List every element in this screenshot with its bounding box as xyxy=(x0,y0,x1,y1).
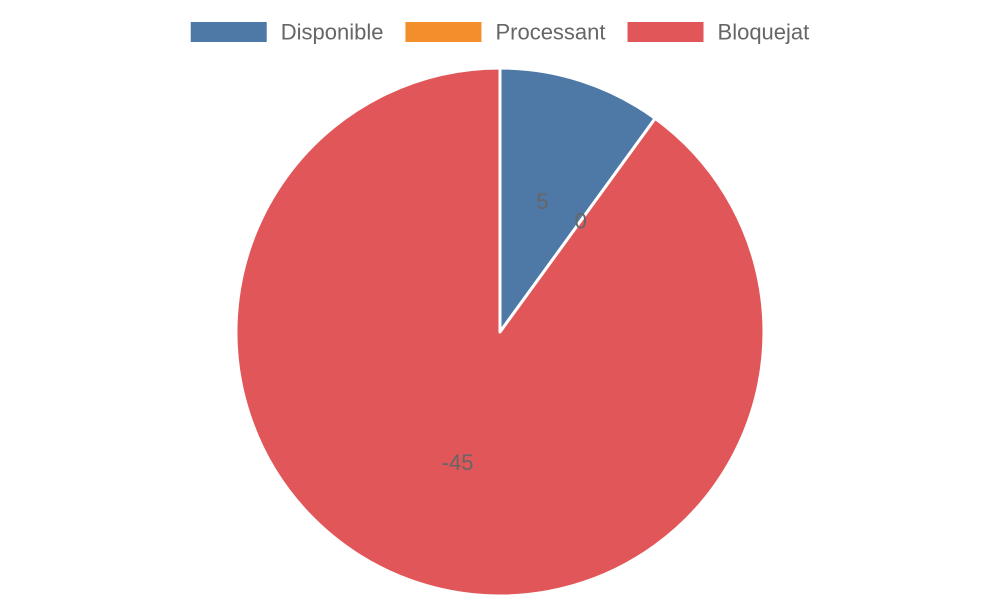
legend-label-bloquejat: Bloquejat xyxy=(718,20,810,45)
pie-slice-bloquejat[interactable] xyxy=(234,66,766,598)
legend-item-processant[interactable]: Processant xyxy=(405,20,606,45)
data-label-processant: 0 xyxy=(575,208,587,233)
chart-legend: Disponible Processant Bloquejat xyxy=(190,20,810,45)
legend-label-processant: Processant xyxy=(495,20,605,45)
legend-label-disponible: Disponible xyxy=(281,20,384,45)
legend-item-bloquejat[interactable]: Bloquejat xyxy=(627,20,810,45)
legend-swatch-processant xyxy=(405,22,482,42)
data-label-disponible: 5 xyxy=(536,189,548,214)
data-label-bloquejat: -45 xyxy=(442,450,474,475)
legend-swatch-bloquejat xyxy=(627,22,704,42)
legend-swatch-disponible xyxy=(190,22,267,42)
legend-item-disponible[interactable]: Disponible xyxy=(190,20,384,45)
pie-slice-disponible[interactable] xyxy=(498,66,657,334)
pie-data-labels: 5 0 -45 xyxy=(442,189,587,475)
pie-slices xyxy=(234,66,766,598)
